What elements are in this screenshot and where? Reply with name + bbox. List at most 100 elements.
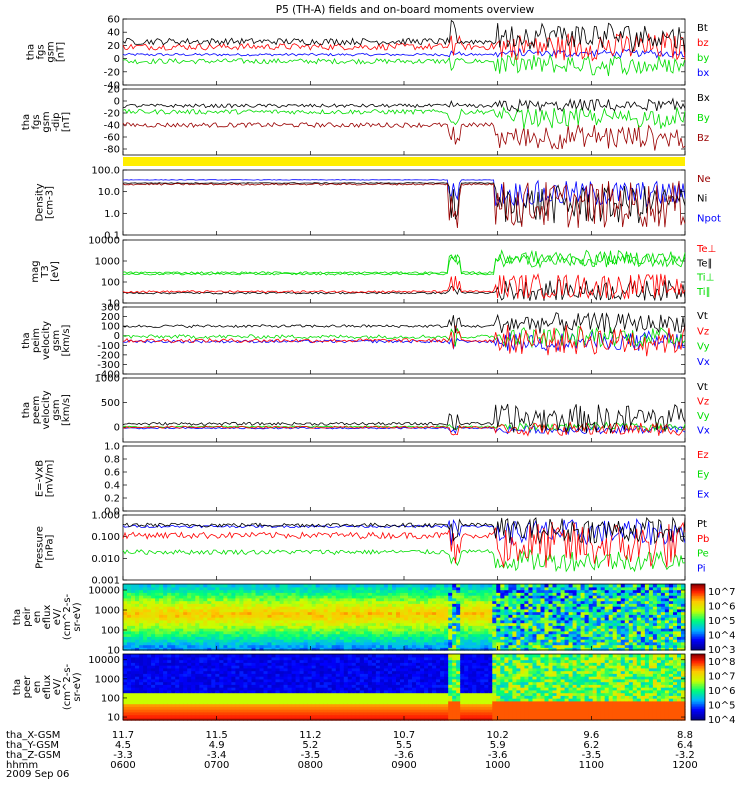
spectro-cell <box>496 630 501 635</box>
colorbar-swatch <box>691 597 705 600</box>
spectro-cell <box>167 654 172 658</box>
spectro-cell <box>544 589 550 593</box>
spectro-cell <box>572 603 578 607</box>
spectro-cell <box>544 592 550 596</box>
spectro-cell <box>123 654 128 658</box>
spectro-cell <box>175 589 180 593</box>
spectro-cell <box>247 622 252 626</box>
spectro-cell <box>564 622 570 626</box>
spectro-cell <box>355 636 361 640</box>
spectro-cell <box>404 622 409 626</box>
spectro-cell <box>139 711 144 716</box>
spectro-cell <box>404 625 409 629</box>
spectro-cell <box>652 625 658 629</box>
spectro-cell <box>255 639 261 643</box>
spectro-cell <box>552 633 558 637</box>
spectro-cell <box>307 698 313 702</box>
spectro-cell <box>460 606 465 610</box>
spectro-cell <box>139 709 144 713</box>
spectro-cell <box>135 678 140 683</box>
spectro-cell <box>155 689 160 694</box>
spectro-cell <box>588 628 594 632</box>
spectro-cell <box>131 700 136 705</box>
spectro-cell <box>572 647 578 651</box>
spectro-cell <box>436 600 441 604</box>
spectro-cell <box>383 630 389 635</box>
spectro-cell <box>624 603 630 607</box>
spectro-cell <box>343 681 349 685</box>
spectro-cell <box>183 714 188 718</box>
spectro-cell <box>199 709 204 713</box>
spectro-cell <box>408 625 413 629</box>
spectro-cell <box>664 608 670 613</box>
spectro-cell <box>508 592 513 596</box>
spectro-cell <box>255 595 261 599</box>
spectro-cell <box>151 641 156 646</box>
spectro-cell <box>131 600 136 604</box>
spectro-cell <box>512 644 517 648</box>
spectro-cell <box>235 647 240 651</box>
spectro-cell <box>159 597 164 602</box>
spectro-cell <box>279 617 285 621</box>
spectro-cell <box>584 636 590 640</box>
spectro-cell <box>267 665 273 669</box>
spectro-cell <box>492 606 497 610</box>
spectro-cell <box>311 714 317 718</box>
spectro-cell <box>464 608 469 613</box>
spectro-cell <box>311 684 317 688</box>
spectro-cell <box>664 633 670 637</box>
spectro-cell <box>323 676 329 680</box>
spectro-cell <box>155 595 160 599</box>
spectro-cell <box>524 630 529 635</box>
spectro-cell <box>424 647 429 651</box>
spectro-cell <box>644 589 650 593</box>
spectro-cell <box>648 633 654 637</box>
spectro-cell <box>588 636 594 640</box>
spectro-cell <box>283 606 289 610</box>
spectro-cell <box>215 628 220 632</box>
spectro-cell <box>508 633 513 637</box>
spectro-cell <box>219 703 224 707</box>
spectro-cell <box>231 714 236 718</box>
spectro-cell <box>335 611 341 615</box>
spectro-cell <box>315 654 321 658</box>
spectro-cell <box>608 628 614 632</box>
spectro-cell <box>624 633 630 637</box>
spectro-cell <box>424 622 429 626</box>
spectro-cell <box>580 625 586 629</box>
spectro-cell <box>592 625 598 629</box>
spectro-cell <box>247 647 252 651</box>
spectro-cell <box>175 614 180 618</box>
spectro-cell <box>203 584 208 588</box>
spectro-cell <box>323 608 329 613</box>
spectro-cell <box>303 706 309 710</box>
spectro-cell <box>307 611 313 615</box>
spectro-cell <box>195 595 200 599</box>
spectro-cell <box>255 687 261 691</box>
spectro-cell <box>319 700 325 705</box>
spectro-cell <box>191 670 196 674</box>
spectro-cell <box>375 597 381 602</box>
spectro-cell <box>207 662 212 666</box>
spectro-cell <box>275 606 281 610</box>
spectro-cell <box>323 597 329 602</box>
spectro-cell <box>219 647 224 651</box>
spectro-cell <box>247 698 252 702</box>
spectro-cell <box>604 619 610 624</box>
spectro-cell <box>183 647 188 651</box>
spectro-cell <box>283 714 289 718</box>
spectro-cell <box>147 622 152 626</box>
spectro-cell <box>464 589 469 593</box>
spectro-cell <box>131 641 136 646</box>
spectro-cell <box>147 684 152 688</box>
spectro-cell <box>468 619 473 624</box>
spectro-cell <box>311 667 317 672</box>
spectro-cell <box>303 617 309 621</box>
spectro-cell <box>311 676 317 680</box>
spectro-cell <box>247 687 252 691</box>
spectro-cell <box>416 636 421 640</box>
spectro-cell <box>135 622 140 626</box>
legend-entry: Vz <box>697 397 709 408</box>
spectro-cell <box>275 687 281 691</box>
spectro-cell <box>231 709 236 713</box>
